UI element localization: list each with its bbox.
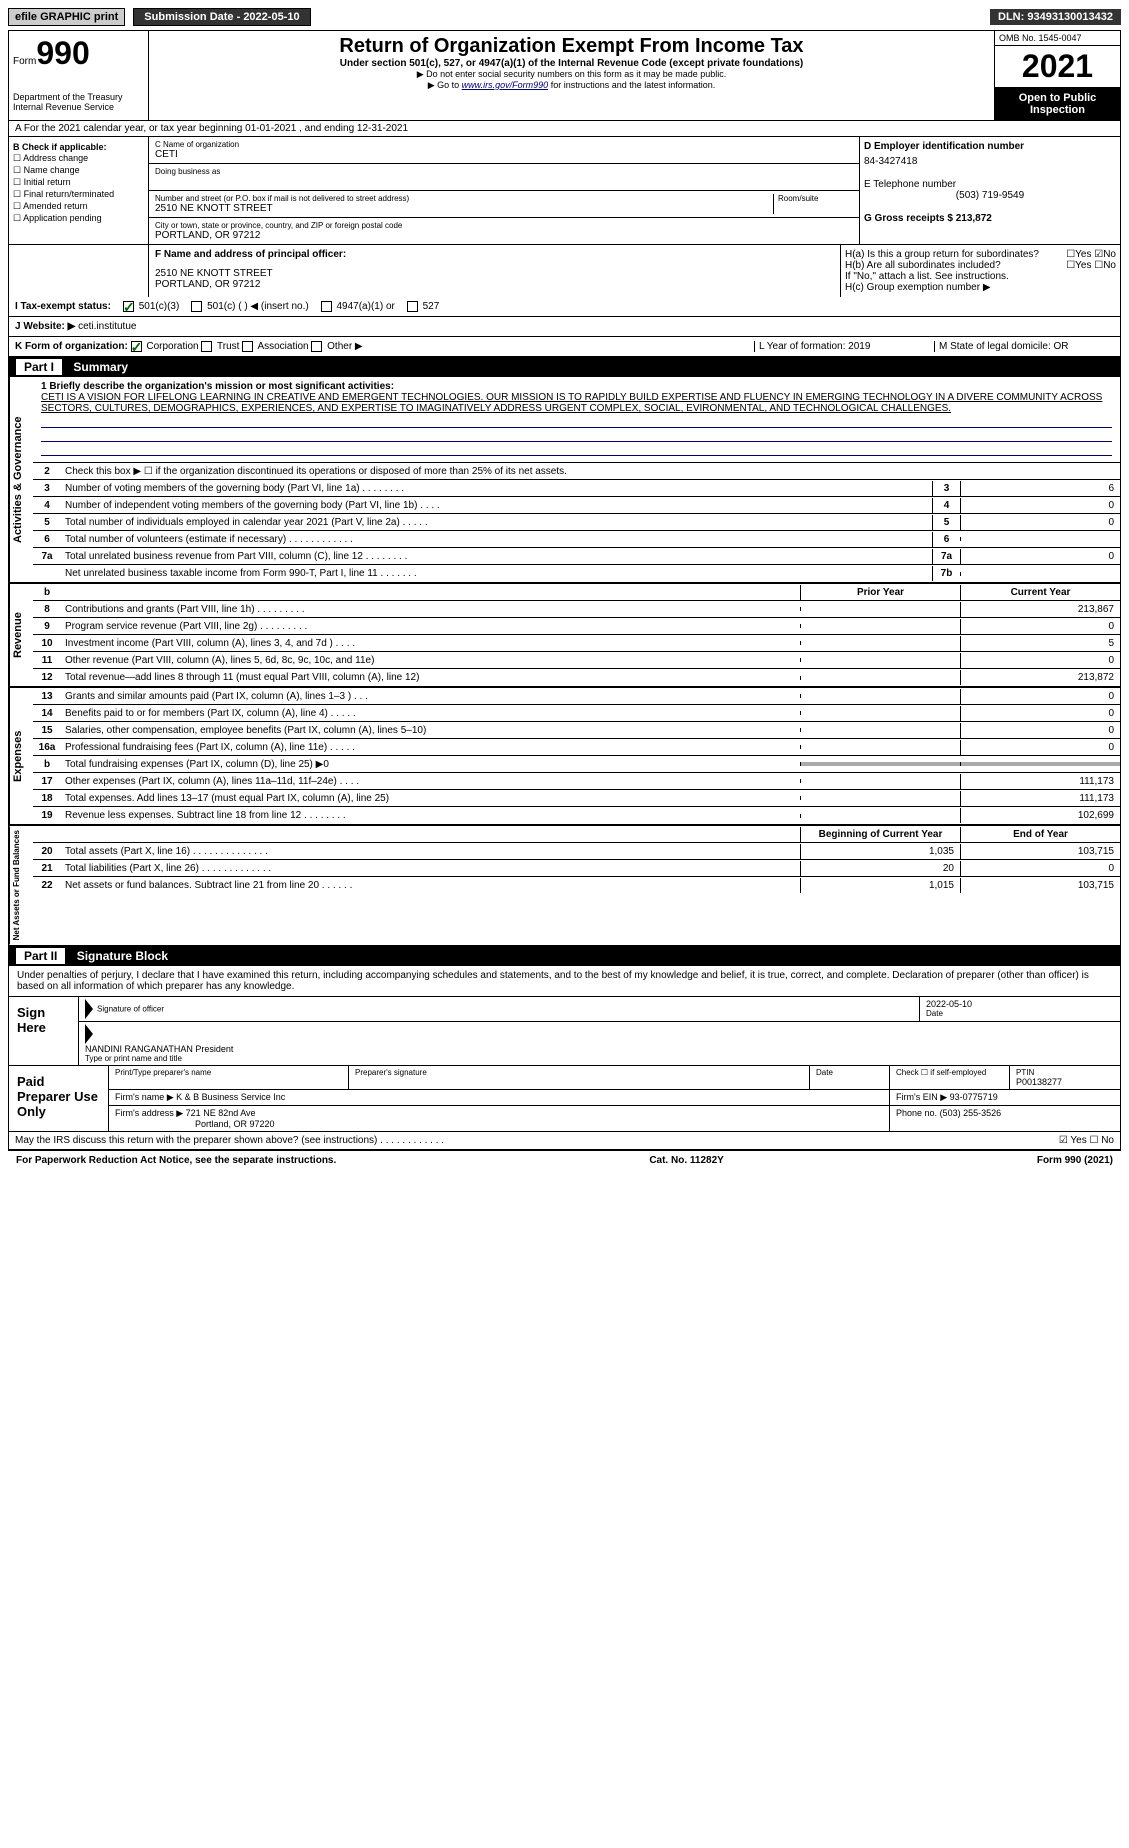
part2-header: Part II Signature Block [8, 946, 1121, 966]
tax-status-row: I Tax-exempt status: 501(c)(3) 501(c) ( … [9, 297, 1120, 317]
row-a: A For the 2021 calendar year, or tax yea… [9, 121, 1120, 137]
summary-line: 13Grants and similar amounts paid (Part … [33, 688, 1120, 705]
summary-line: Net unrelated business taxable income fr… [33, 565, 1120, 582]
summary-line: 18Total expenses. Add lines 13–17 (must … [33, 790, 1120, 807]
form-org-row: K Form of organization: Corporation Trus… [9, 337, 1120, 356]
summary-line: 7aTotal unrelated business revenue from … [33, 548, 1120, 565]
gov-side-label: Activities & Governance [9, 377, 33, 582]
summary-line: 2Check this box ▶ ☐ if the organization … [33, 463, 1120, 480]
link-line: ▶ Go to www.irs.gov/Form990 for instruct… [153, 80, 990, 91]
declaration: Under penalties of perjury, I declare th… [9, 966, 1120, 996]
form-label: Form [13, 56, 36, 67]
check-b-block: B Check if applicable: ☐ Address change … [9, 137, 149, 244]
efile-label: efile GRAPHIC print [8, 8, 125, 26]
dln: DLN: 93493130013432 [990, 9, 1121, 25]
submission-date[interactable]: Submission Date - 2022-05-10 [133, 8, 310, 26]
summary-line: 19Revenue less expenses. Subtract line 1… [33, 807, 1120, 824]
phone: (503) 719-9549 [864, 190, 1116, 201]
summary-line: 22Net assets or fund balances. Subtract … [33, 877, 1120, 894]
org-name: CETI [155, 149, 853, 160]
summary-line: 11Other revenue (Part VIII, column (A), … [33, 652, 1120, 669]
summary-line: 14Benefits paid to or for members (Part … [33, 705, 1120, 722]
summary-line: bTotal fundraising expenses (Part IX, co… [33, 756, 1120, 773]
dba-label: Doing business as [155, 167, 853, 176]
summary-line: 21Total liabilities (Part X, line 26) . … [33, 860, 1120, 877]
form-title: Return of Organization Exempt From Incom… [153, 35, 990, 58]
website-row: J Website: ▶ ceti.institutue [9, 317, 1120, 337]
summary-line: 16aProfessional fundraising fees (Part I… [33, 739, 1120, 756]
dept-label: Department of the Treasury Internal Reve… [13, 92, 144, 112]
summary-line: 4Number of independent voting members of… [33, 497, 1120, 514]
part1-header: Part I Summary [8, 357, 1121, 377]
summary-line: 6Total number of volunteers (estimate if… [33, 531, 1120, 548]
org-city: PORTLAND, OR 97212 [155, 230, 853, 241]
summary-line: 5Total number of individuals employed in… [33, 514, 1120, 531]
c-label: C Name of organization [155, 140, 853, 149]
inspection-label: Open to Public Inspection [995, 88, 1120, 120]
ssn-warning: ▶ Do not enter social security numbers o… [153, 69, 990, 80]
form-number: 990 [36, 35, 89, 71]
tax-year: 2021 [995, 46, 1120, 88]
ein: 84-3427418 [864, 156, 1116, 167]
org-address: 2510 NE KNOTT STREET [155, 203, 773, 214]
summary-line: 12Total revenue—add lines 8 through 11 (… [33, 669, 1120, 686]
omb-number: OMB No. 1545-0047 [995, 31, 1120, 46]
mission-text: CETI IS A VISION FOR LIFELONG LEARNING I… [41, 392, 1112, 414]
summary-line: 8Contributions and grants (Part VIII, li… [33, 601, 1120, 618]
summary-line: 10Investment income (Part VIII, column (… [33, 635, 1120, 652]
summary-line: 17Other expenses (Part IX, column (A), l… [33, 773, 1120, 790]
form-subtitle: Under section 501(c), 527, or 4947(a)(1)… [153, 58, 990, 69]
summary-line: 9Program service revenue (Part VIII, lin… [33, 618, 1120, 635]
e-label: E Telephone number [864, 179, 1116, 190]
irs-link[interactable]: www.irs.gov/Form990 [462, 80, 549, 90]
g-label: G Gross receipts $ 213,872 [864, 213, 1116, 224]
top-bar: efile GRAPHIC print Submission Date - 20… [8, 8, 1121, 26]
d-label: D Employer identification number [864, 141, 1116, 152]
header: Form990 Department of the Treasury Inter… [8, 30, 1121, 121]
summary-line: 15Salaries, other compensation, employee… [33, 722, 1120, 739]
summary-line: 3Number of voting members of the governi… [33, 480, 1120, 497]
website-value: ceti.institutue [78, 321, 136, 332]
summary-line: 20Total assets (Part X, line 16) . . . .… [33, 843, 1120, 860]
